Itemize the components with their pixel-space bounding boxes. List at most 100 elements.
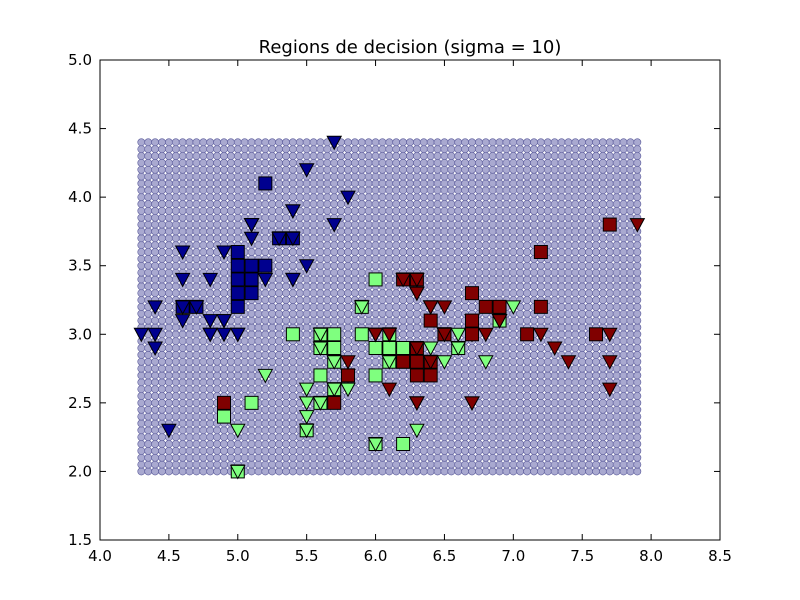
- triangle-marker: [601, 327, 618, 343]
- grid-point: [619, 138, 628, 147]
- grid-point: [213, 206, 222, 215]
- grid-point: [144, 254, 153, 263]
- grid-point: [543, 200, 552, 208]
- grid-point: [323, 165, 332, 174]
- grid-point: [144, 220, 153, 229]
- grid-point: [557, 446, 566, 455]
- grid-point: [495, 460, 504, 469]
- grid-point: [268, 350, 277, 359]
- grid-point: [399, 289, 408, 298]
- grid-point: [364, 467, 373, 476]
- grid-point: [206, 357, 215, 366]
- grid-point: [226, 138, 235, 147]
- grid-point: [523, 275, 532, 284]
- grid-point: [412, 213, 421, 222]
- grid-point: [509, 371, 518, 380]
- grid-point: [612, 302, 621, 311]
- grid-point: [523, 282, 532, 291]
- grid-point: [426, 152, 435, 160]
- grid-point: [399, 309, 408, 318]
- grid-point: [440, 289, 449, 298]
- grid-point: [192, 248, 201, 256]
- grid-point: [502, 337, 511, 346]
- grid-point: [206, 220, 215, 229]
- grid-point: [371, 138, 380, 147]
- grid-point: [633, 419, 642, 428]
- grid-point: [488, 206, 497, 215]
- grid-point: [199, 206, 208, 215]
- grid-point: [564, 145, 573, 154]
- triangle-marker: [202, 327, 219, 343]
- grid-point: [171, 412, 180, 421]
- grid-point: [612, 254, 621, 263]
- grid-point: [481, 172, 490, 181]
- grid-point: [275, 364, 284, 373]
- grid-point: [357, 350, 366, 359]
- grid-point: [516, 344, 525, 352]
- grid-point: [454, 405, 463, 414]
- grid-point: [454, 385, 463, 394]
- grid-point: [233, 193, 242, 202]
- grid-point: [585, 172, 594, 181]
- grid-point: [523, 213, 532, 222]
- grid-point: [323, 158, 332, 167]
- grid-point: [151, 364, 160, 373]
- grid-point: [144, 446, 153, 455]
- grid-point: [364, 405, 373, 414]
- grid-point: [433, 220, 442, 229]
- grid-point: [337, 241, 346, 250]
- grid-point: [323, 254, 332, 263]
- grid-point: [302, 467, 311, 476]
- grid-point: [164, 158, 173, 167]
- grid-point: [495, 357, 504, 366]
- grid-point: [206, 172, 215, 181]
- grid-point: [350, 282, 359, 291]
- grid-point: [543, 433, 552, 442]
- grid-point: [454, 392, 463, 400]
- grid-point: [440, 200, 449, 208]
- grid-point: [536, 350, 545, 359]
- grid-point: [633, 186, 642, 195]
- grid-point: [578, 460, 587, 469]
- grid-point: [164, 371, 173, 380]
- grid-point: [316, 440, 325, 448]
- grid-point: [158, 350, 166, 359]
- triangle-marker: [312, 327, 329, 343]
- triangle-marker: [340, 355, 356, 370]
- grid-point: [151, 385, 160, 394]
- grid-point: [302, 234, 311, 243]
- grid-point: [406, 302, 414, 311]
- grid-point: [371, 460, 380, 469]
- grid-point: [151, 398, 160, 407]
- grid-point: [468, 234, 476, 243]
- grid-point: [461, 405, 470, 414]
- grid-point: [151, 248, 160, 256]
- grid-point: [509, 172, 518, 181]
- grid-point: [158, 282, 166, 291]
- grid-point: [192, 357, 201, 366]
- grid-point: [633, 152, 642, 160]
- grid-point: [151, 275, 160, 284]
- grid-point: [261, 357, 270, 366]
- grid-point: [598, 453, 607, 462]
- grid-point: [323, 152, 332, 160]
- grid-point: [426, 172, 435, 181]
- grid-point: [144, 275, 153, 284]
- grid-point: [468, 378, 476, 387]
- grid-point: [275, 392, 284, 400]
- grid-point: [509, 248, 518, 256]
- grid-point: [309, 460, 318, 469]
- grid-point: [295, 296, 304, 304]
- grid-point: [199, 227, 208, 236]
- grid-point: [605, 172, 614, 181]
- grid-point: [488, 172, 497, 181]
- grid-point: [564, 186, 573, 195]
- grid-point: [357, 200, 366, 208]
- grid-point: [192, 186, 201, 195]
- grid-point: [220, 460, 228, 469]
- grid-point: [536, 371, 545, 380]
- grid-point: [495, 446, 504, 455]
- grid-point: [433, 193, 442, 202]
- grid-point: [461, 460, 470, 469]
- grid-point: [137, 302, 146, 311]
